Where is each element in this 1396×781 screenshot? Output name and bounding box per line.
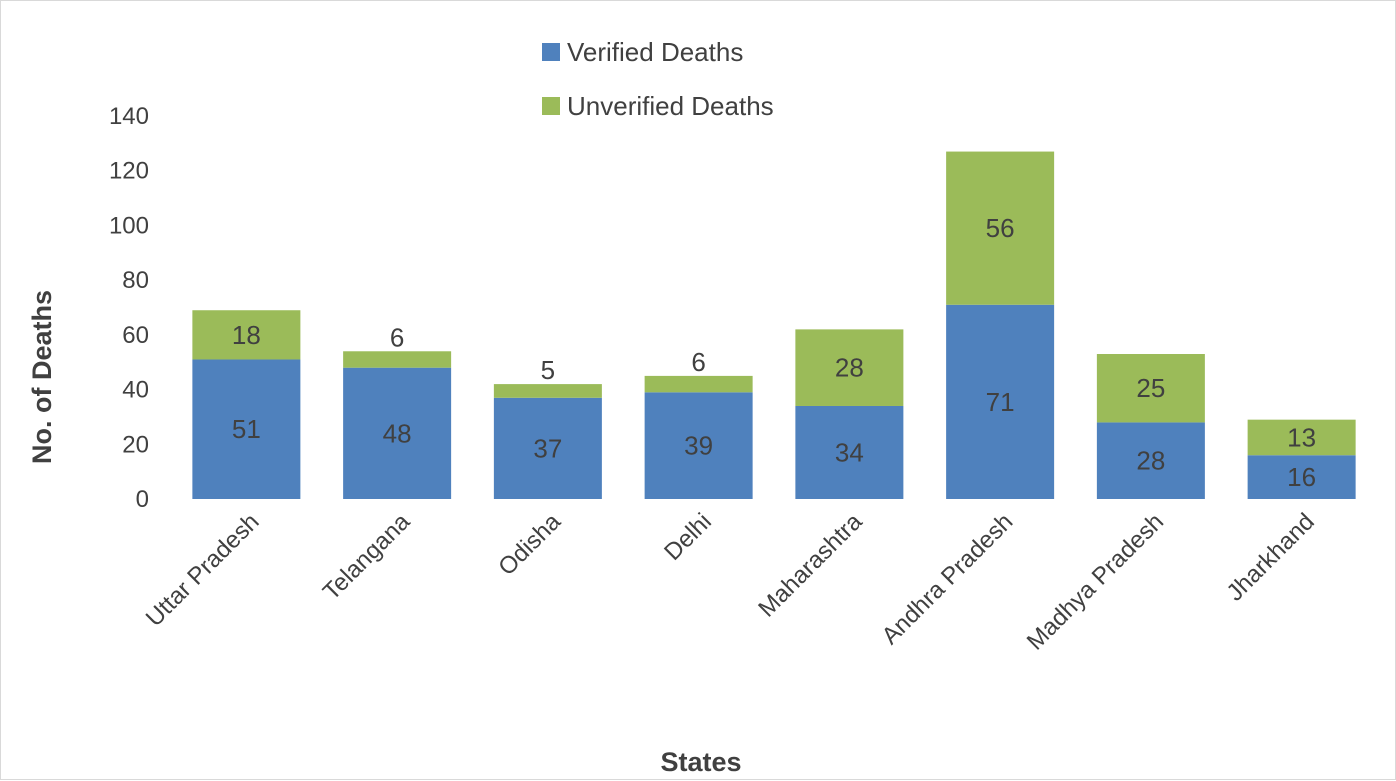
bar-unverified-deaths-odisha bbox=[493, 384, 602, 398]
bar-verified-deaths-telangana bbox=[343, 367, 452, 499]
x-tick-label-andhra-pradesh: Andhra Pradesh bbox=[877, 508, 1019, 650]
legend-label-unverified-deaths: Unverified Deaths bbox=[567, 91, 774, 121]
y-tick-label: 140 bbox=[109, 103, 149, 130]
data-label-verified-deaths-uttar-pradesh: 51 bbox=[232, 414, 261, 444]
x-tick-label-odisha: Odisha bbox=[493, 508, 566, 581]
bar-verified-deaths-uttar-pradesh bbox=[192, 359, 301, 499]
y-tick-label: 80 bbox=[122, 267, 149, 294]
y-tick-label: 120 bbox=[109, 158, 149, 185]
x-axis-title: States bbox=[660, 747, 741, 777]
data-label-verified-deaths-jharkhand: 16 bbox=[1287, 462, 1316, 492]
bar-unverified-deaths-jharkhand bbox=[1247, 419, 1356, 456]
y-tick-label: 40 bbox=[122, 377, 149, 404]
x-tick-label-maharashtra: Maharashtra bbox=[753, 508, 868, 623]
legend: Verified Deaths Unverified Deaths bbox=[542, 37, 774, 121]
y-tick-label: 60 bbox=[122, 322, 149, 349]
data-label-unverified-deaths-maharashtra: 28 bbox=[835, 353, 864, 383]
y-tick-label: 100 bbox=[109, 212, 149, 239]
bar-verified-deaths-madhya-pradesh bbox=[1096, 422, 1205, 499]
y-axis-ticks: 0 20 40 60 80 100 120 140 bbox=[109, 103, 149, 513]
data-label-verified-deaths-maharashtra: 34 bbox=[835, 437, 864, 467]
bar-unverified-deaths-uttar-pradesh bbox=[192, 310, 301, 360]
data-label-unverified-deaths-telangana: 6 bbox=[390, 322, 404, 352]
data-label-verified-deaths-odisha: 37 bbox=[533, 433, 562, 463]
x-tick-label-madhya-pradesh: Madhya Pradesh bbox=[1022, 508, 1169, 655]
bar-unverified-deaths-madhya-pradesh bbox=[1096, 354, 1205, 423]
bar-verified-deaths-jharkhand bbox=[1247, 455, 1356, 499]
data-label-unverified-deaths-odisha: 5 bbox=[541, 355, 555, 385]
y-axis-title: No. of Deaths bbox=[27, 290, 57, 464]
data-label-verified-deaths-delhi: 39 bbox=[684, 431, 713, 461]
data-label-verified-deaths-andhra-pradesh: 71 bbox=[986, 387, 1015, 417]
x-axis-labels: Uttar Pradesh Telangana Odisha Delhi Maharas… bbox=[141, 508, 1320, 656]
data-label-verified-deaths-madhya-pradesh: 28 bbox=[1136, 446, 1165, 476]
data-label-verified-deaths-telangana: 48 bbox=[383, 418, 412, 448]
legend-swatch-unverified-deaths bbox=[542, 97, 560, 115]
bar-unverified-deaths-andhra-pradesh bbox=[946, 151, 1055, 305]
y-tick-label: 0 bbox=[136, 486, 149, 513]
bar-unverified-deaths-delhi bbox=[644, 375, 753, 393]
legend-label-verified-deaths: Verified Deaths bbox=[567, 37, 743, 67]
bar-unverified-deaths-maharashtra bbox=[795, 329, 904, 406]
bar-verified-deaths-andhra-pradesh bbox=[946, 304, 1055, 499]
data-label-unverified-deaths-madhya-pradesh: 25 bbox=[1136, 373, 1165, 403]
bar-unverified-deaths-telangana bbox=[343, 351, 452, 368]
data-label-unverified-deaths-uttar-pradesh: 18 bbox=[232, 320, 261, 350]
x-tick-label-telangana: Telangana bbox=[318, 508, 416, 606]
bar-verified-deaths-maharashtra bbox=[795, 405, 904, 499]
data-label-unverified-deaths-jharkhand: 13 bbox=[1287, 422, 1316, 452]
x-tick-label-jharkhand: Jharkhand bbox=[1222, 508, 1320, 606]
bars: 51 18 48 6 37 5 39 6 34 28 71 56 28 25 16 13 bbox=[192, 151, 1356, 499]
data-label-unverified-deaths-delhi: 6 bbox=[691, 347, 705, 377]
bar-verified-deaths-delhi bbox=[644, 392, 753, 499]
legend-swatch-verified-deaths bbox=[542, 43, 560, 61]
x-tick-label-uttar-pradesh: Uttar Pradesh bbox=[141, 508, 265, 632]
data-label-unverified-deaths-andhra-pradesh: 56 bbox=[986, 213, 1015, 243]
x-tick-label-delhi: Delhi bbox=[659, 508, 717, 566]
bar-verified-deaths-odisha bbox=[493, 397, 602, 499]
y-tick-label: 20 bbox=[122, 431, 149, 458]
